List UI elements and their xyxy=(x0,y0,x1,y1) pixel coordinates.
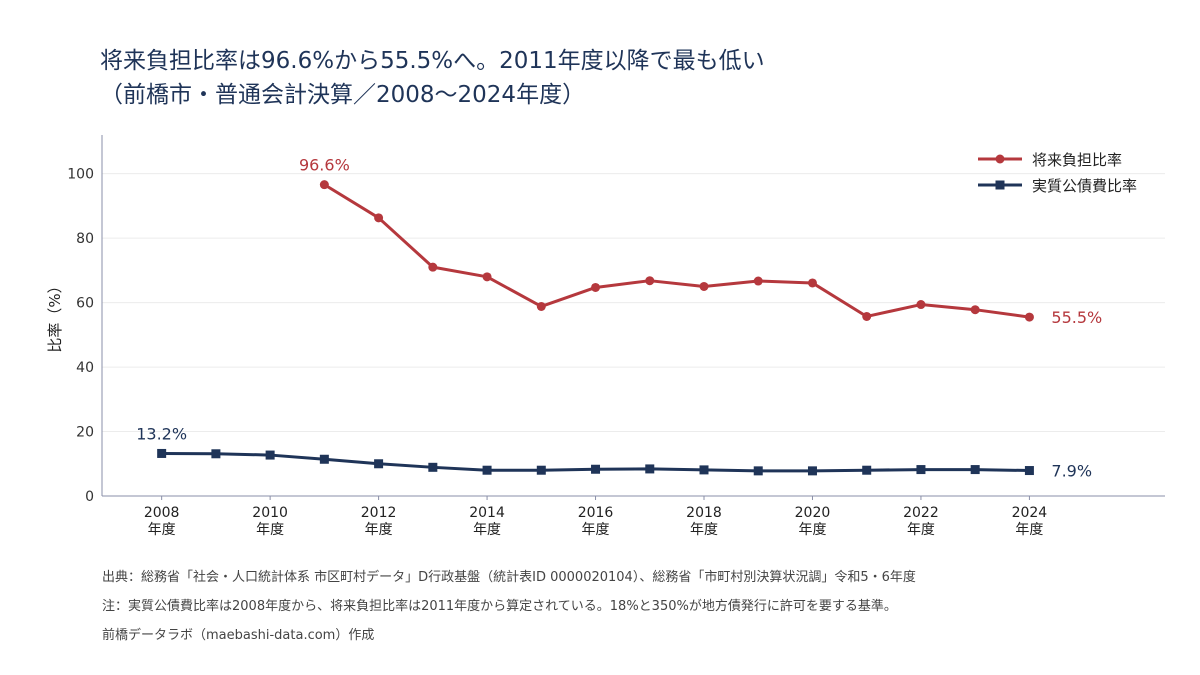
line-chart: 020406080100比率（%）2008年度2010年度2012年度2014年… xyxy=(46,135,1165,538)
x-tick-label: 2022 xyxy=(903,505,939,521)
legend-label-0: 将来負担比率 xyxy=(1032,151,1122,169)
x-tick-label-unit: 年度 xyxy=(148,522,176,538)
data-point-1 xyxy=(211,449,221,459)
x-tick-label: 2010 xyxy=(252,505,288,521)
series-end-label-0: 55.5% xyxy=(1051,308,1102,327)
chart-title-line1: 将来負担比率は96.6%から55.5%へ。2011年度以降で最も低い xyxy=(100,48,765,74)
data-point-1 xyxy=(591,464,601,474)
data-point-0 xyxy=(536,301,546,311)
data-point-1 xyxy=(862,465,872,475)
data-point-0 xyxy=(807,278,817,288)
data-point-0 xyxy=(916,300,926,310)
data-point-0 xyxy=(970,305,980,315)
data-point-0 xyxy=(1024,312,1034,322)
series-start-label-0: 96.6% xyxy=(299,156,350,175)
data-point-1 xyxy=(536,465,546,475)
y-tick-label: 0 xyxy=(85,489,94,505)
x-tick-label-unit: 年度 xyxy=(690,522,718,538)
y-tick-label: 20 xyxy=(76,425,94,441)
y-tick-label: 100 xyxy=(67,167,94,183)
data-point-0 xyxy=(591,282,601,292)
x-tick-label: 2020 xyxy=(795,505,831,521)
footnotes: 出典：総務省「社会・人口統計体系 市区町村データ」D行政基盤（統計表ID 000… xyxy=(102,568,916,655)
x-tick-label-unit: 年度 xyxy=(365,522,393,538)
data-point-1 xyxy=(970,465,980,475)
data-point-1 xyxy=(374,459,384,469)
data-point-1 xyxy=(482,465,492,475)
chart-title: 将来負担比率は96.6%から55.5%へ。2011年度以降で最も低い （前橋市・… xyxy=(100,44,1160,112)
x-tick-label: 2008 xyxy=(144,505,180,521)
data-point-1 xyxy=(428,462,438,472)
x-tick-label: 2018 xyxy=(686,505,722,521)
source-note: 出典：総務省「社会・人口統計体系 市区町村データ」D行政基盤（統計表ID 000… xyxy=(102,570,916,585)
calculation-note: 注：実質公債費比率は2008年度から、将来負担比率は2011年度から算定されてい… xyxy=(102,599,897,614)
data-point-0 xyxy=(428,262,438,272)
x-tick-label-unit: 年度 xyxy=(582,522,610,538)
chart-title-line2: （前橋市・普通会計決算／2008〜2024年度） xyxy=(100,82,586,108)
legend-marker-1 xyxy=(995,180,1005,190)
legend-label-1: 実質公債費比率 xyxy=(1032,177,1137,195)
data-point-0 xyxy=(699,281,709,291)
x-tick-label-unit: 年度 xyxy=(256,522,284,538)
x-tick-label: 2024 xyxy=(1012,505,1048,521)
y-tick-label: 80 xyxy=(76,231,94,247)
data-point-1 xyxy=(807,466,817,476)
data-point-0 xyxy=(482,272,492,282)
x-tick-label: 2012 xyxy=(361,505,397,521)
series-end-label-1: 7.9% xyxy=(1051,462,1092,481)
x-tick-label-unit: 年度 xyxy=(798,522,826,538)
x-tick-label-unit: 年度 xyxy=(473,522,501,538)
series-line-0 xyxy=(323,183,1030,319)
y-tick-label: 40 xyxy=(76,360,94,376)
x-tick-label-unit: 年度 xyxy=(907,522,935,538)
data-point-1 xyxy=(265,450,275,460)
data-point-0 xyxy=(753,276,763,286)
credit-note: 前橋データラボ（maebashi-data.com）作成 xyxy=(102,628,375,643)
data-point-0 xyxy=(319,180,329,190)
y-axis-label: 比率（%） xyxy=(46,278,64,352)
data-point-1 xyxy=(319,454,329,464)
data-point-0 xyxy=(374,213,384,223)
data-point-1 xyxy=(645,464,655,474)
data-point-1 xyxy=(699,465,709,475)
y-tick-label: 60 xyxy=(76,296,94,312)
x-tick-label-unit: 年度 xyxy=(1015,522,1043,538)
data-point-1 xyxy=(1024,466,1034,476)
data-point-1 xyxy=(157,448,167,458)
x-tick-label: 2014 xyxy=(469,505,505,521)
data-point-0 xyxy=(862,311,872,321)
x-tick-label: 2016 xyxy=(578,505,614,521)
series-start-label-1: 13.2% xyxy=(136,424,187,443)
data-point-0 xyxy=(645,276,655,286)
data-point-1 xyxy=(916,465,926,475)
legend-marker-0 xyxy=(995,154,1005,164)
data-point-1 xyxy=(753,466,763,476)
